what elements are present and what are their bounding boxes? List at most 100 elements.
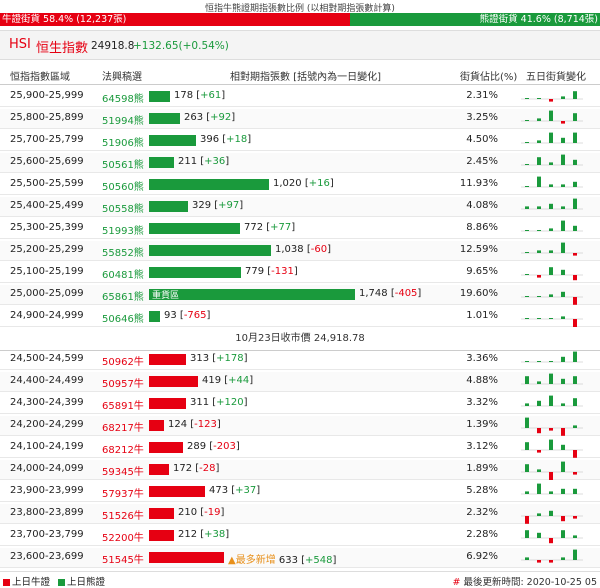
sparkline-bar — [549, 267, 553, 275]
cbbc-code-link[interactable]: 55852熊 — [102, 248, 144, 259]
table-row: 24,300-24,399 65891牛 311 [+120] 3.32% — [0, 394, 600, 414]
sparkline-bar — [561, 291, 565, 297]
cbbc-code-link[interactable]: 50560熊 — [102, 182, 144, 193]
futures-bar: 重貨區 — [149, 289, 355, 301]
sparkline-bar — [549, 472, 553, 480]
five-day-sparkline — [521, 530, 583, 544]
five-day-sparkline — [521, 91, 583, 102]
index-name[interactable]: 恒生指數 — [36, 41, 89, 56]
sparkline-bar — [525, 296, 529, 297]
sparkline-bar — [549, 560, 553, 563]
cbbc-code-link[interactable]: 65891牛 — [102, 401, 144, 412]
sparkline-bar — [525, 464, 529, 472]
sparkline-bar — [573, 225, 577, 231]
sparkline-bar — [573, 181, 577, 187]
sparkline-bar — [549, 538, 553, 544]
futures-bar — [149, 201, 188, 212]
sparkline-bar — [573, 516, 577, 519]
cbbc-code-link[interactable]: 68217牛 — [102, 423, 144, 434]
futures-count: 311 — [190, 397, 213, 408]
futures-count: 212 — [178, 529, 201, 540]
legend-red-swatch — [3, 579, 10, 586]
sparkline-bar — [549, 250, 553, 253]
cbbc-code-link[interactable]: 59345牛 — [102, 467, 144, 478]
cbbc-code-link[interactable]: 51994熊 — [102, 116, 144, 127]
sparkline-bar — [525, 186, 529, 187]
futures-count: 210 — [178, 507, 201, 518]
five-day-sparkline — [521, 242, 583, 256]
table-row: 24,000-24,099 59345牛 172 [-28] 1.89% — [0, 460, 600, 480]
futures-bar — [149, 376, 198, 387]
index-quote: HSI 恒生指數 24918.8 +132.65(+0.54%) — [0, 30, 600, 60]
futures-value: ▲最多新增 633 [+548] — [228, 555, 337, 566]
street-ratio: 3.25% — [466, 112, 498, 123]
sparkline-bar — [561, 184, 565, 187]
cbbc-code-link[interactable]: 52200牛 — [102, 533, 144, 544]
index-range: 25,500-25,599 — [10, 178, 84, 189]
sparkline-bar — [573, 159, 577, 165]
cbbc-code-link[interactable]: 50561熊 — [102, 160, 144, 171]
futures-value: 419 [+44] — [202, 375, 254, 386]
legend-prev-bear-label: 上日熊證 — [67, 577, 106, 588]
sparkline-bar — [537, 483, 541, 494]
sparkline-bar — [561, 269, 565, 275]
sparkline-bar — [549, 439, 553, 450]
index-change: +132.65(+0.54%) — [133, 40, 229, 52]
index-range: 25,300-25,399 — [10, 222, 84, 233]
sparkline-bar — [549, 491, 553, 494]
daily-change: +97 — [218, 200, 240, 211]
street-ratio: 4.50% — [466, 134, 498, 145]
legend-prev-bull-label: 上日牛證 — [12, 577, 51, 588]
index-range: 25,100-25,199 — [10, 266, 84, 277]
cbbc-code-link[interactable]: 51993熊 — [102, 226, 144, 237]
sparkline-bar — [537, 428, 541, 434]
five-day-sparkline — [521, 549, 583, 563]
legend: 上日牛證 上日熊證 # 最後更新時間: 2020-10-25 05 — [0, 571, 600, 588]
daily-change: +16 — [308, 178, 330, 189]
cbbc-code-link[interactable]: 57937牛 — [102, 489, 144, 500]
five-day-sparkline — [521, 417, 583, 436]
futures-bar — [149, 267, 241, 278]
index-range: 23,900-23,999 — [10, 485, 84, 496]
street-ratio: 1.39% — [466, 419, 498, 430]
street-ratio: 9.65% — [466, 266, 498, 277]
cbbc-code-link[interactable]: 60481熊 — [102, 270, 144, 281]
sparkline-bar — [549, 428, 553, 431]
col-ratio: 街貨佔比(%) — [460, 72, 518, 83]
sparkline-bar — [573, 297, 577, 305]
index-code[interactable]: HSI — [9, 37, 31, 52]
futures-bar — [149, 420, 164, 431]
futures-count: 419 — [202, 375, 225, 386]
sparkline-bar — [573, 113, 577, 121]
five-day-sparkline — [521, 267, 583, 281]
cbbc-code-link[interactable]: 51906熊 — [102, 138, 144, 149]
cbbc-code-link[interactable]: 50957牛 — [102, 379, 144, 390]
table-row: 25,500-25,599 50560熊 1,020 [+16] 11.93% — [0, 175, 600, 195]
cbbc-code-link[interactable]: 50646熊 — [102, 314, 144, 325]
sparkline-bar — [525, 442, 529, 450]
cbbc-code-link[interactable]: 50558熊 — [102, 204, 144, 215]
cbbc-code-link[interactable]: 51545牛 — [102, 555, 144, 566]
sparkline-bar — [561, 356, 565, 362]
sparkline-bar — [561, 444, 565, 450]
index-range: 24,300-24,399 — [10, 397, 84, 408]
cbbc-code-link[interactable]: 51526牛 — [102, 511, 144, 522]
cbbc-code-link[interactable]: 64598熊 — [102, 94, 144, 105]
cbbc-code-link[interactable]: 50962牛 — [102, 357, 144, 368]
sparkline-bar — [573, 275, 577, 281]
sparkline-bar — [573, 398, 577, 406]
futures-count: 396 — [200, 134, 223, 145]
index-range: 25,000-25,099 — [10, 288, 84, 299]
index-range: 23,800-23,899 — [10, 507, 84, 518]
bull-share-segment: 牛證街貨 58.4% (12,237張) — [0, 13, 351, 26]
cbbc-code-link[interactable]: 68212牛 — [102, 445, 144, 456]
sparkline-bar — [525, 557, 529, 560]
street-ratio: 3.12% — [466, 441, 498, 452]
most-added-note: ▲最多新增 — [228, 555, 279, 566]
street-ratio: 1.89% — [466, 463, 498, 474]
futures-value: 779 [-131] — [245, 266, 298, 277]
five-day-sparkline — [521, 351, 583, 363]
cbbc-code-link[interactable]: 65861熊 — [102, 292, 144, 303]
street-ratio: 6.92% — [466, 551, 498, 562]
